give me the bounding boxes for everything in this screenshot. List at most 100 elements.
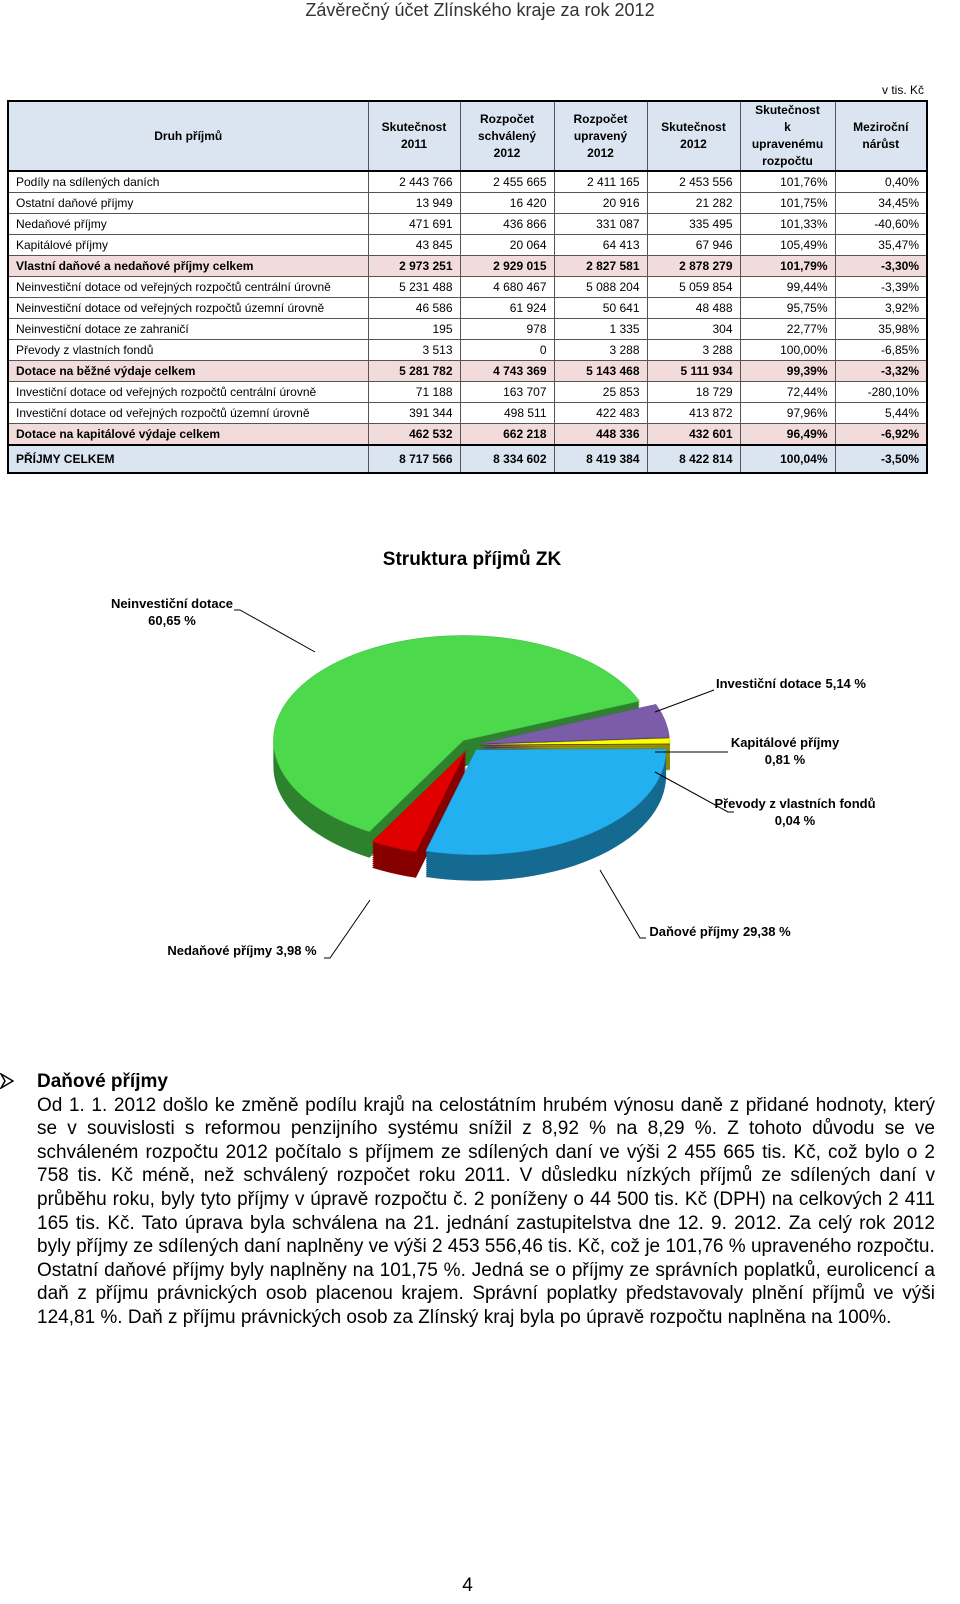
cell-value: 5 143 468 [553, 360, 648, 382]
cell-value: 978 [459, 318, 555, 340]
cell-value: 2 411 165 [553, 170, 648, 193]
cell-value: 391 344 [367, 402, 461, 424]
cell-value: 471 691 [367, 213, 461, 235]
cell-value: 100,00% [739, 339, 836, 361]
cell-value: 4 680 467 [459, 276, 555, 298]
unit-note: v tis. Kč [881, 83, 924, 97]
table-row: Nedaňové příjmy 471 691 436 866 331 087 335 … [7, 213, 928, 235]
slice-category: Kapitálové příjmy [731, 735, 840, 750]
cell-value: 0,40% [834, 170, 928, 193]
slice-side [479, 745, 670, 747]
cell-value: 432 601 [646, 423, 741, 446]
slice-value-label: 3,98 % [276, 943, 317, 958]
cell-value: -40,60% [834, 213, 928, 235]
cell-label: Ostatní daňové příjmy [7, 192, 369, 214]
leader-line [654, 771, 734, 813]
cell-value: 413 872 [646, 402, 741, 424]
cell-value: 331 087 [553, 213, 648, 235]
chart-title: Struktura příjmů ZK [383, 549, 562, 570]
cell-label: Převody z vlastních fondů [7, 339, 369, 361]
pie-slice [425, 748, 667, 855]
cell-value: 18 729 [646, 381, 741, 403]
cell-value: -3,50% [834, 444, 928, 474]
cell-value: 22,77% [739, 318, 836, 340]
cell-value: 101,79% [739, 255, 836, 277]
slice-side [479, 747, 670, 749]
column-header: Skutečnost 2011 [367, 100, 461, 172]
column-header: Rozpočet schválený 2012 [459, 100, 555, 172]
cell-value: 3,92% [834, 297, 928, 319]
slice-category: Nedaňové příjmy [167, 943, 273, 958]
cell-label: Nedaňové příjmy [7, 213, 369, 235]
table-row: Neinvestiční dotace od veřejných rozpočt… [7, 276, 928, 298]
table-row: Neinvestiční dotace od veřejných rozpočt… [7, 297, 928, 319]
cell-label: Investiční dotace od veřejných rozpočtů … [7, 381, 369, 403]
pie-chart: Struktura příjmů ZK Investiční dotace 5,1… [111, 549, 876, 959]
pie-slice [479, 743, 671, 746]
cell-value: 436 866 [459, 213, 555, 235]
pie-slice [371, 750, 467, 853]
cell-value: -6,92% [834, 423, 928, 446]
cell-value: 448 336 [553, 423, 648, 446]
cell-value: 99,44% [739, 276, 836, 298]
cell-value: 3 513 [367, 339, 461, 361]
cell-value: 422 483 [553, 402, 648, 424]
cell-value: 163 707 [459, 381, 555, 403]
cell-value: 25 853 [553, 381, 648, 403]
cell-value: -3,30% [834, 255, 928, 277]
slice-category: Investiční dotace [716, 676, 821, 691]
page-number: 4 [462, 1575, 473, 1596]
table-row: Ostatní daňové příjmy 13 949 16 420 20 916 2… [7, 192, 928, 214]
cell-value: 46 586 [367, 297, 461, 319]
leader-line [324, 899, 371, 959]
cell-value: 462 532 [367, 423, 461, 446]
cell-value: 71 188 [367, 381, 461, 403]
cell-value: 43 845 [367, 234, 461, 256]
cell-value: 35,98% [834, 318, 928, 340]
cell-value: 0 [459, 339, 555, 361]
cell-value: 2 827 581 [553, 255, 648, 277]
table-row: Převody z vlastních fondů 3 513 0 3 288 3 28… [7, 339, 928, 361]
cell-value: 101,33% [739, 213, 836, 235]
cell-value: 97,96% [739, 402, 836, 424]
paragraph: Od 1. 1. 2012 došlo ke změně podílu kraj… [37, 1094, 935, 1258]
table-row: PŘÍJMY CELKEM 8 717 566 8 334 602 8 419 384… [7, 444, 928, 474]
cell-value: 34,45% [834, 192, 928, 214]
cell-value: 101,76% [739, 170, 836, 193]
table-row: Dotace na běžné výdaje celkem 5 281 782 4 … [7, 360, 928, 382]
cell-label: Podíly na sdílených daních [7, 170, 369, 193]
table-row: Neinvestiční dotace ze zahraničí 195 978 1 … [7, 318, 928, 340]
table-row: Kapitálové příjmy 43 845 20 064 64 413 67 94… [7, 234, 928, 256]
cell-value: 3 288 [553, 339, 648, 361]
cell-value: 5 088 204 [553, 276, 648, 298]
cell-value: 195 [367, 318, 461, 340]
column-header: Skutečnost k upravenému rozpočtu [739, 100, 836, 172]
cell-value: 61 924 [459, 297, 555, 319]
cell-value: -3,32% [834, 360, 928, 382]
cell-value: 335 495 [646, 213, 741, 235]
leader-line [654, 689, 715, 713]
cell-label: PŘÍJMY CELKEM [7, 444, 369, 474]
column-header: Druh příjmů [7, 100, 369, 172]
cell-label: Kapitálové příjmy [7, 234, 369, 256]
slice-category: Daňové příjmy [649, 924, 739, 939]
cell-value: 5,44% [834, 402, 928, 424]
leader-line [234, 609, 316, 653]
cell-value: 8 419 384 [553, 444, 648, 474]
cell-value: 100,04% [739, 444, 836, 474]
cell-value: 48 488 [646, 297, 741, 319]
cell-value: 95,75% [739, 297, 836, 319]
text-section: Daňové příjmy Od 1. 1. 2012 došlo ke změ… [37, 1070, 935, 1330]
pie-slice [273, 635, 641, 833]
leader-line [599, 869, 646, 939]
cell-value: 2 878 279 [646, 255, 741, 277]
cell-value: 5 059 854 [646, 276, 741, 298]
cell-value: 3 288 [646, 339, 741, 361]
slice-value-label: 60,65 % [148, 613, 196, 628]
section-heading: Daňové příjmy [37, 1071, 168, 1092]
cell-value: 21 282 [646, 192, 741, 214]
cell-value: 101,75% [739, 192, 836, 214]
slice-category: Neinvestiční dotace [111, 596, 233, 611]
cell-value: 1 335 [553, 318, 648, 340]
